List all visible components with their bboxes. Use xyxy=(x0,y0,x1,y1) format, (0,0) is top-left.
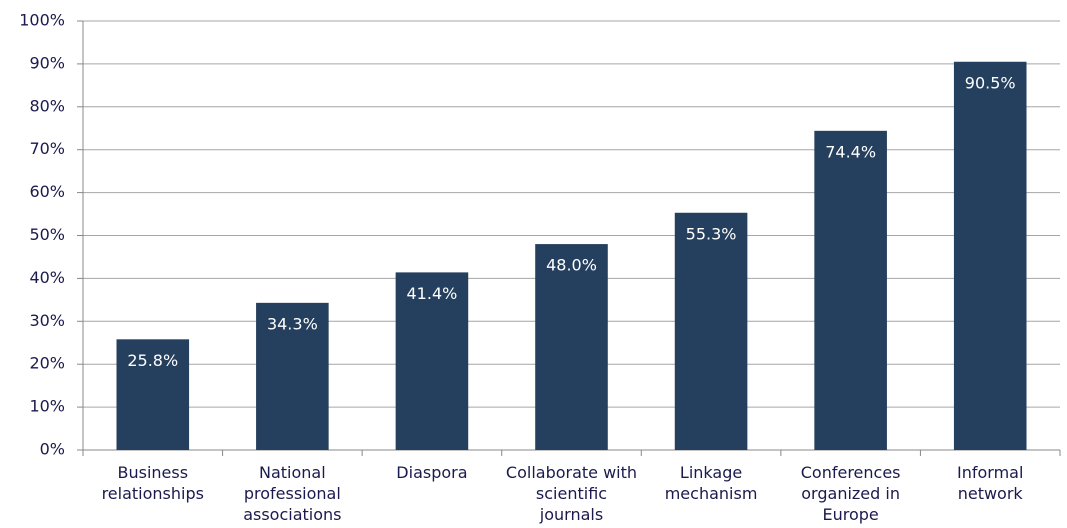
y-tick-label: 30% xyxy=(29,311,65,330)
x-tick-label: Conferences organized in Europe xyxy=(800,463,901,524)
value-label: 74.4% xyxy=(825,142,876,161)
bar xyxy=(535,244,608,450)
x-tick-label: Collaborate with scientific journals xyxy=(505,463,638,524)
value-label: 48.0% xyxy=(546,256,597,275)
x-tick-label: Linkage mechanism xyxy=(664,463,758,503)
y-tick-label: 50% xyxy=(29,225,65,244)
y-tick-label: 10% xyxy=(29,397,65,416)
y-tick-label: 70% xyxy=(29,139,65,158)
bar xyxy=(395,272,469,450)
x-tick-label: National professional associations xyxy=(243,463,342,524)
value-label: 34.3% xyxy=(267,314,318,333)
x-tick-label: Informal network xyxy=(956,463,1024,503)
y-tick-label: 20% xyxy=(29,354,65,373)
bar xyxy=(814,130,887,450)
bar xyxy=(674,212,748,450)
value-label: 41.4% xyxy=(407,284,458,303)
y-tick-label: 0% xyxy=(40,440,65,459)
bar xyxy=(953,61,1027,450)
value-label: 90.5% xyxy=(965,73,1016,92)
y-tick-label: 100% xyxy=(19,11,65,30)
y-tick-label: 90% xyxy=(29,53,65,72)
bar xyxy=(116,339,190,450)
x-tick-label: Diaspora xyxy=(396,463,468,482)
value-label: 55.3% xyxy=(686,224,737,243)
x-tick-label: Business relationships xyxy=(101,463,204,503)
y-tick-label: 40% xyxy=(29,268,65,287)
y-tick-label: 60% xyxy=(29,182,65,201)
value-label: 25.8% xyxy=(127,351,178,370)
y-tick-label: 80% xyxy=(29,96,65,115)
bar xyxy=(256,302,329,450)
